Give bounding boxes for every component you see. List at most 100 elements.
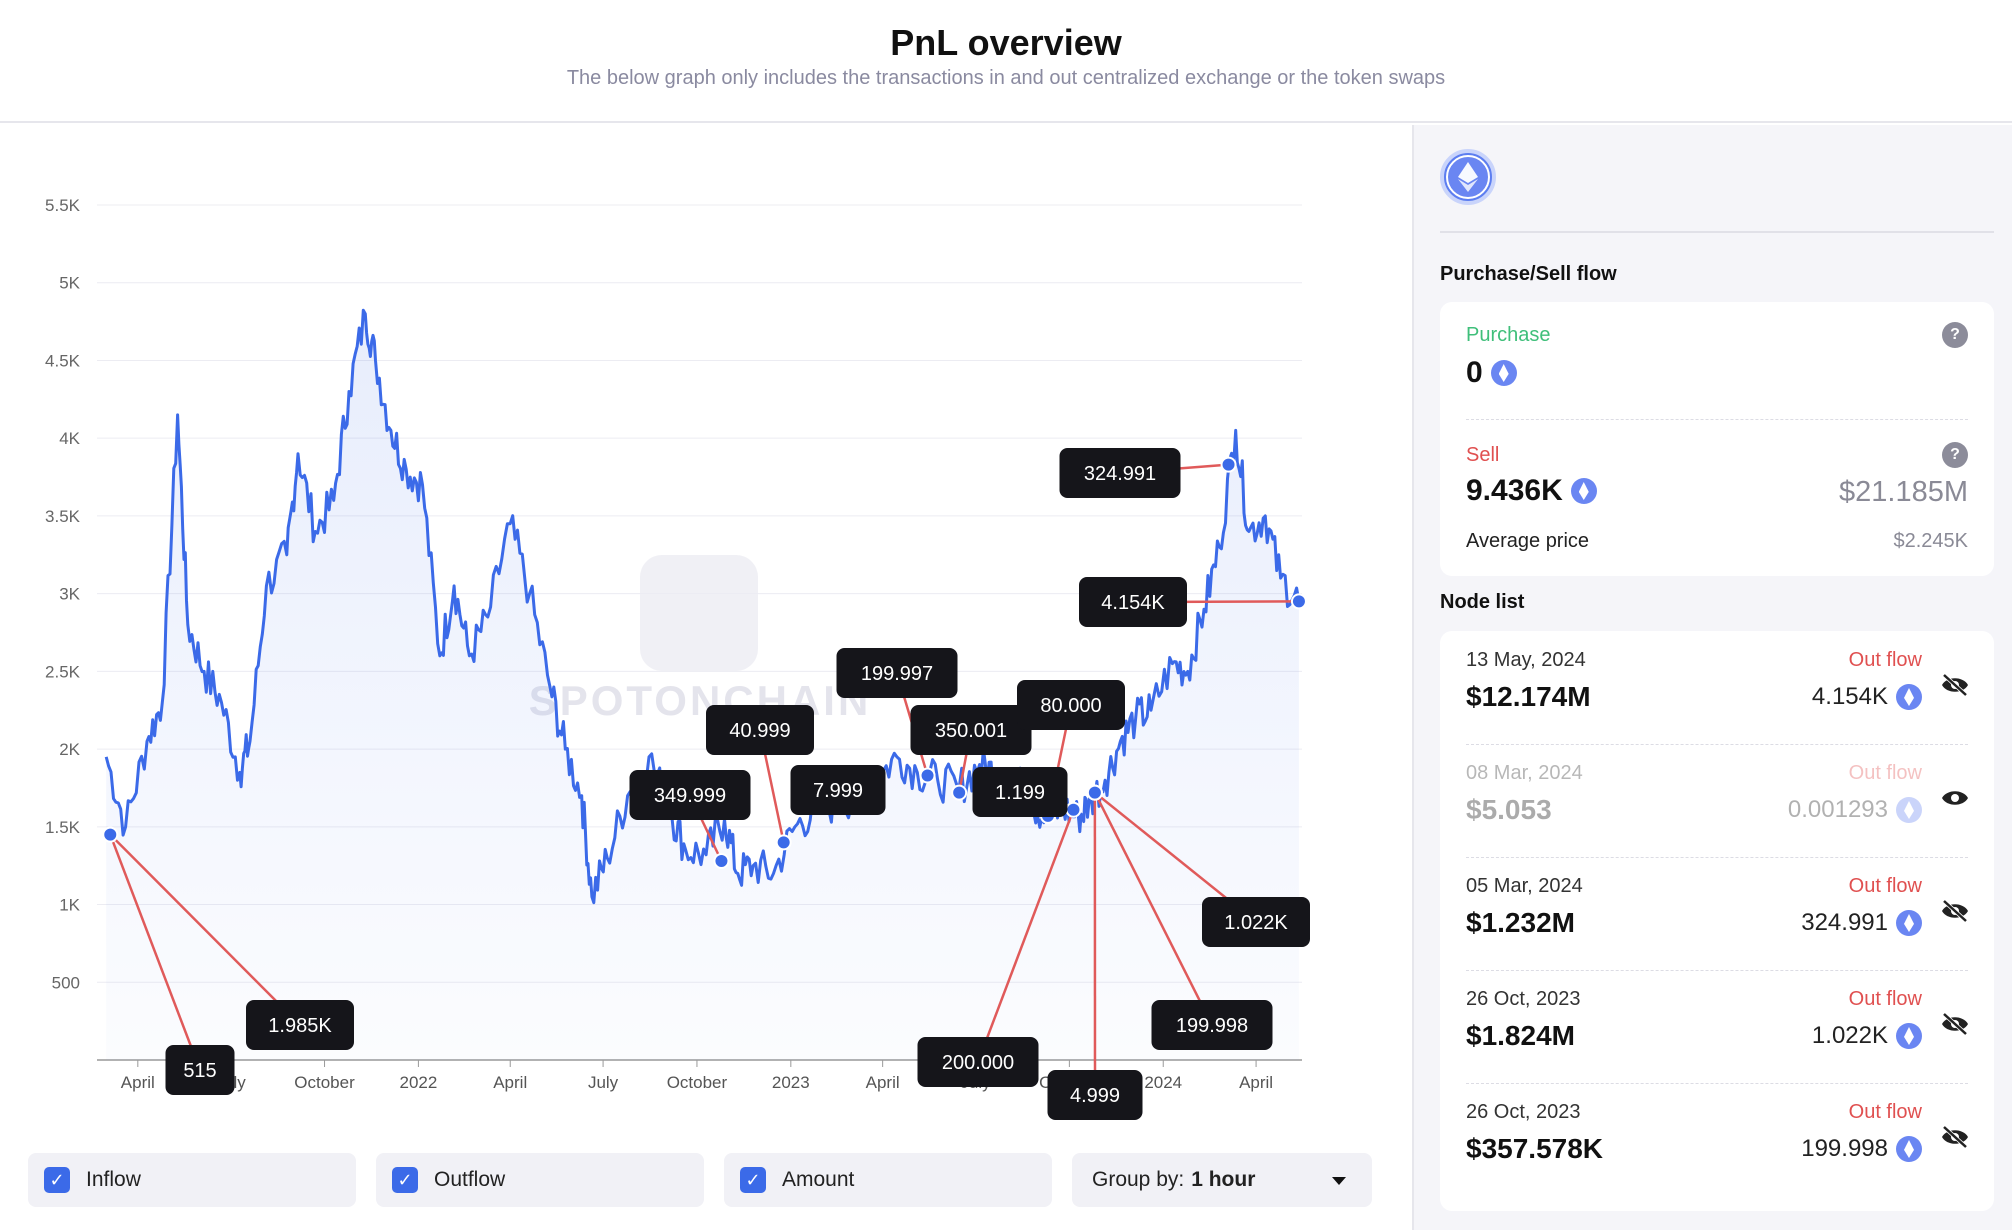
- eye-off-icon[interactable]: [1940, 673, 1970, 697]
- eye-icon[interactable]: [1940, 786, 1970, 810]
- node-amount: 1.022K: [1812, 1022, 1922, 1050]
- eye-off-icon[interactable]: [1940, 1125, 1970, 1149]
- callout-line: [109, 834, 202, 1071]
- average-price-label: Average price: [1466, 530, 1590, 552]
- y-tick-label: 2.5K: [45, 662, 81, 681]
- node-list-title: Node list: [1440, 591, 1525, 613]
- node-item[interactable]: 26 Oct, 2023 $1.824M Out flow 1.022K: [1440, 970, 1994, 1083]
- node-item[interactable]: 08 Mar, 2024 $5.053 Out flow 0.001293: [1440, 744, 1994, 857]
- node-point[interactable]: [951, 784, 968, 801]
- group-by-select[interactable]: Group by: 1 hour: [1072, 1153, 1372, 1207]
- purchase-value: 0: [1466, 356, 1483, 389]
- amount-toggle[interactable]: ✓ Amount: [724, 1153, 1052, 1207]
- ethereum-icon: [1896, 1023, 1922, 1049]
- node-point[interactable]: [919, 767, 936, 784]
- node-callout[interactable]: [1047, 1070, 1143, 1120]
- y-tick-label: 3K: [59, 585, 80, 604]
- node-point[interactable]: [102, 826, 119, 843]
- node-callout[interactable]: [1151, 1000, 1273, 1050]
- chevron-down-icon: [1332, 1177, 1346, 1185]
- node-callout-label: 350.001: [935, 720, 1007, 742]
- node-item[interactable]: 26 Oct, 2023 $357.578K Out flow 199.998: [1440, 1083, 1994, 1196]
- node-point[interactable]: [1065, 801, 1082, 818]
- y-tick-label: 1.5K: [45, 818, 81, 837]
- help-icon[interactable]: ?: [1942, 322, 1968, 348]
- node-point[interactable]: [775, 834, 792, 851]
- node-usd: $1.232M: [1466, 907, 1575, 938]
- node-point[interactable]: [1220, 456, 1237, 473]
- y-tick-label: 1K: [59, 896, 80, 915]
- outflow-checkbox[interactable]: ✓: [392, 1167, 418, 1193]
- sell-usd: $21.185M: [1839, 476, 1968, 508]
- node-separator: [1466, 857, 1968, 858]
- node-point[interactable]: [1290, 593, 1307, 610]
- node-callout[interactable]: [1079, 577, 1187, 627]
- node-separator: [1466, 1083, 1968, 1084]
- node-point[interactable]: [1086, 784, 1103, 801]
- node-amount: 199.998: [1801, 1135, 1922, 1163]
- node-amount-value: 4.154K: [1811, 683, 1888, 710]
- node-callout[interactable]: [165, 1045, 235, 1095]
- ethereum-token-icon[interactable]: [1440, 149, 1496, 205]
- average-price-value: $2.245K: [1893, 530, 1968, 552]
- watermark: SPOTONCHAIN: [529, 677, 872, 724]
- sell-label: Sell: [1466, 444, 1500, 466]
- inflow-toggle[interactable]: ✓ Inflow: [28, 1153, 356, 1207]
- node-callout-label: 1.022K: [1224, 912, 1288, 934]
- flow-title: Purchase/Sell flow: [1440, 263, 1617, 285]
- x-tick-label: October: [667, 1073, 728, 1092]
- amount-checkbox[interactable]: ✓: [740, 1167, 766, 1193]
- chart-panel: 500 1K 1.5K 2K 2.5K 3K 3.5K 4K 4.5K 5K 5.5K April Ju…: [0, 125, 1412, 1230]
- node-callout[interactable]: [629, 770, 751, 820]
- inflow-label: Inflow: [86, 1168, 141, 1191]
- node-point[interactable]: [713, 853, 730, 870]
- ethereum-icon: [1490, 360, 1517, 386]
- node-callout[interactable]: [836, 648, 958, 698]
- node-amount-value: 199.998: [1801, 1135, 1888, 1162]
- group-by-label: Group by:: [1092, 1168, 1185, 1191]
- inflow-checkbox[interactable]: ✓: [44, 1167, 70, 1193]
- node-amount-value: 0.001293: [1787, 796, 1888, 823]
- x-tick-label: July: [588, 1073, 619, 1092]
- node-callout[interactable]: [972, 767, 1068, 817]
- node-callout[interactable]: [706, 705, 814, 755]
- node-separator: [1466, 970, 1968, 971]
- outflow-toggle[interactable]: ✓ Outflow: [376, 1153, 704, 1207]
- node-callout[interactable]: [917, 1037, 1039, 1087]
- node-date: 08 Mar, 2024: [1466, 762, 1583, 784]
- purchase-label: Purchase: [1466, 324, 1551, 346]
- node-callout-label: 349.999: [654, 785, 726, 807]
- series-area: [106, 310, 1299, 1060]
- node-item[interactable]: 13 May, 2024 $12.174M Out flow 4.154K: [1440, 631, 1994, 744]
- ethereum-icon: [1896, 797, 1922, 823]
- help-icon[interactable]: ?: [1942, 442, 1968, 468]
- eye-off-icon[interactable]: [1940, 899, 1970, 923]
- node-callout-label: 4.999: [1070, 1085, 1120, 1107]
- y-tick-label: 4K: [59, 429, 80, 448]
- x-tick-label: April: [1239, 1073, 1273, 1092]
- node-callout[interactable]: [246, 1000, 354, 1050]
- node-callout[interactable]: [910, 705, 1032, 755]
- pnl-chart[interactable]: 500 1K 1.5K 2K 2.5K 3K 3.5K 4K 4.5K 5K 5.5K April Ju…: [0, 125, 1412, 1135]
- eye-off-icon[interactable]: [1940, 1012, 1970, 1036]
- x-tick-label: October: [294, 1073, 355, 1092]
- node-separator: [1466, 744, 1968, 745]
- node-callout[interactable]: [1017, 680, 1125, 730]
- node-item[interactable]: 05 Mar, 2024 $1.232M Out flow 324.991: [1440, 857, 1994, 970]
- node-callout-label: 40.999: [729, 720, 790, 742]
- node-date: 13 May, 2024: [1466, 649, 1586, 671]
- node-callout-label: 1.199: [995, 782, 1045, 804]
- node-callout-label: 199.998: [1176, 1015, 1248, 1037]
- node-list: 13 May, 2024 $12.174M Out flow 4.154K 08…: [1440, 631, 1994, 1211]
- outflow-label: Outflow: [434, 1168, 506, 1191]
- node-callout[interactable]: [1202, 897, 1310, 947]
- node-flow: Out flow: [1848, 988, 1922, 1010]
- watermark-logo: [640, 555, 758, 671]
- node-callout-label: 200.000: [942, 1052, 1014, 1074]
- node-callout[interactable]: [790, 765, 886, 815]
- node-usd: $1.824M: [1466, 1020, 1575, 1051]
- callout-line: [109, 833, 301, 1026]
- node-callout[interactable]: [1059, 448, 1181, 498]
- node-amount: 324.991: [1801, 909, 1922, 937]
- node-callout-label: 4.154K: [1101, 592, 1165, 614]
